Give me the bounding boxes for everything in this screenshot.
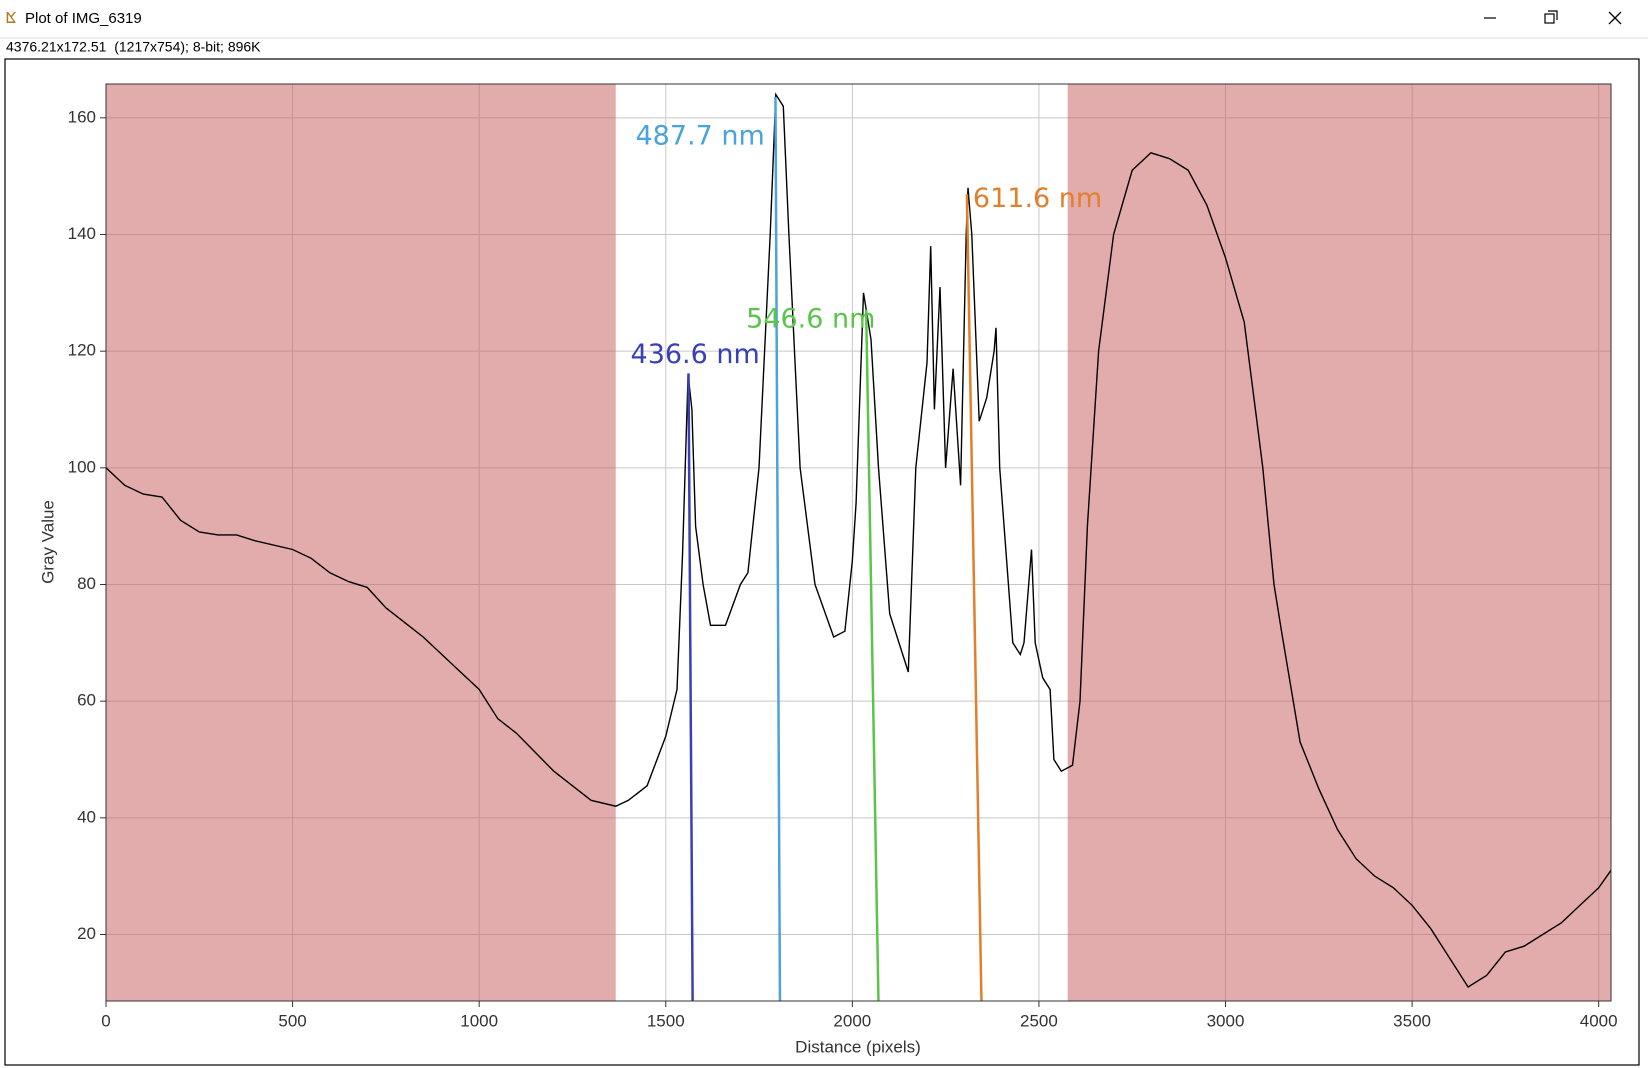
x-tick-label: 0: [101, 1011, 110, 1030]
wavelength-label: 546.6 nm: [746, 303, 875, 334]
window-title: Plot of IMG_6319: [25, 10, 142, 27]
y-tick-label: 60: [77, 691, 96, 710]
y-tick-label: 120: [68, 341, 96, 360]
x-tick-label: 4000: [1580, 1011, 1618, 1030]
x-tick-label: 2000: [833, 1011, 871, 1030]
x-axis-label: Distance (pixels): [795, 1037, 921, 1056]
shaded-region: [106, 84, 616, 1001]
app-icon: ⴿ: [6, 10, 16, 27]
x-tick-label: 2500: [1020, 1011, 1058, 1030]
wavelength-line: [965, 194, 983, 1002]
restore-icon: [1544, 13, 1555, 24]
wavelength-line: [687, 373, 694, 1002]
plot-border: [105, 83, 1612, 1002]
y-axis-label: Gray Value: [38, 500, 57, 584]
title-bar: [0, 0, 1648, 38]
wavelength-label: 611.6 nm: [973, 183, 1102, 214]
profile-line: [105, 92, 1612, 988]
wavelength-line: [864, 309, 880, 1002]
y-tick-label: 100: [68, 457, 96, 476]
x-tick-label: 1000: [460, 1011, 498, 1030]
y-tick-label: 140: [68, 224, 96, 243]
y-tick-label: 20: [77, 924, 96, 943]
image-info: 4376.21x172.51 (1217x754); 8-bit; 896K: [6, 39, 261, 55]
restore-icon: [1548, 10, 1558, 20]
y-tick-label: 40: [77, 807, 96, 826]
shaded-region: [1067, 84, 1611, 1001]
wavelength-label: 487.7 nm: [635, 120, 764, 151]
restore-button[interactable]: [1544, 10, 1558, 24]
x-tick-label: 1500: [647, 1011, 685, 1030]
close-button[interactable]: [1608, 11, 1622, 25]
x-tick-label: 3000: [1207, 1011, 1245, 1030]
wavelength-line: [774, 96, 782, 1002]
y-tick-label: 160: [68, 107, 96, 126]
wavelength-label: 436.6 nm: [631, 339, 760, 370]
y-tick-label: 80: [77, 574, 96, 593]
x-tick-label: 3500: [1393, 1011, 1431, 1030]
x-tick-label: 500: [278, 1011, 306, 1030]
